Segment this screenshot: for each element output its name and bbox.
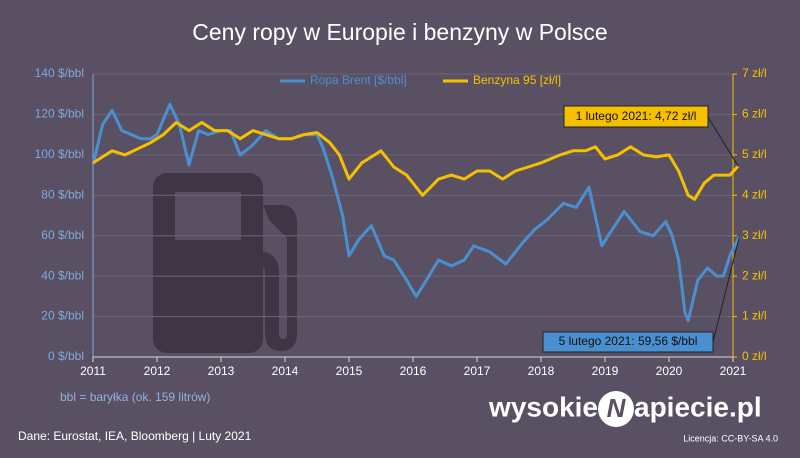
y-tick-label: 100 $/bbl [35, 147, 84, 161]
y-tick-label: 140 $/bbl [35, 66, 84, 80]
y2-tick-label: 1 zł/l [742, 309, 767, 323]
y-tick-label: 120 $/bbl [35, 107, 84, 121]
x-tick-label: 2014 [272, 364, 299, 378]
x-tick-label: 2021 [720, 364, 747, 378]
note: bbl = baryłka (ok. 159 litrów) [60, 390, 210, 404]
logo: wysokie [488, 391, 598, 422]
logo-badge [598, 391, 634, 427]
x-tick-label: 2016 [400, 364, 427, 378]
x-tick-label: 2019 [592, 364, 619, 378]
leader-line [707, 116, 739, 167]
y2-tick-label: 0 zł/l [742, 349, 767, 363]
x-tick-label: 2012 [144, 364, 171, 378]
source: Dane: Eurostat, IEA, Bloomberg | Luty 20… [18, 429, 252, 443]
y2-tick-label: 6 zł/l [742, 107, 767, 121]
logo: apiecie.pl [634, 391, 762, 422]
annotation-box [563, 105, 709, 128]
x-tick-label: 2017 [464, 364, 491, 378]
y-tick-label: 40 $/bbl [41, 268, 84, 282]
y-tick-label: 20 $/bbl [41, 309, 84, 323]
leader-line [712, 236, 740, 343]
y-tick-label: 0 $/bbl [48, 349, 84, 363]
series-line [91, 102, 741, 323]
annotation: 5 lutego 2021: 59,56 $/bbl [559, 334, 698, 348]
y2-tick-label: 7 zł/l [742, 66, 767, 80]
x-tick-label: 2018 [528, 364, 555, 378]
pump-icon [153, 173, 297, 353]
annotation-box [542, 331, 714, 353]
legend-label: Ropa Brent [$/bbl] [310, 73, 407, 87]
x-tick-label: 2013 [208, 364, 235, 378]
y2-tick-label: 4 zł/l [742, 187, 767, 201]
y2-tick-label: 3 zł/l [742, 228, 767, 242]
x-tick-label: 2015 [336, 364, 363, 378]
series-line [92, 121, 740, 201]
chart-title: Ceny ropy w Europie i benzyny w Polsce [192, 19, 607, 45]
license: Licencja: CC-BY-SA 4.0 [683, 433, 778, 443]
x-tick-label: 2020 [656, 364, 683, 378]
logo: N [607, 393, 627, 423]
legend-label: Benzyna 95 [zł/l] [473, 73, 561, 87]
y-tick-label: 80 $/bbl [41, 187, 84, 201]
annotation: 1 lutego 2021: 4,72 zł/l [576, 109, 697, 123]
y2-tick-label: 2 zł/l [742, 268, 767, 282]
y-tick-label: 60 $/bbl [41, 228, 84, 242]
x-tick-label: 2011 [80, 364, 106, 378]
y2-tick-label: 5 zł/l [742, 147, 767, 161]
